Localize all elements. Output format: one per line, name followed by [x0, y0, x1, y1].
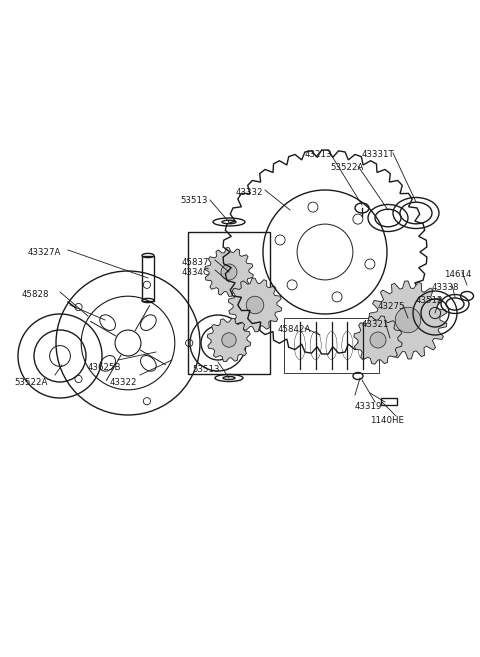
- Bar: [188, 232, 270, 374]
- Text: 43331T: 43331T: [362, 150, 395, 159]
- Text: 53513: 53513: [192, 365, 219, 374]
- Text: 43332: 43332: [236, 188, 264, 197]
- Text: 43275: 43275: [378, 302, 406, 311]
- Polygon shape: [205, 248, 253, 296]
- Circle shape: [221, 264, 237, 280]
- Text: 53513: 53513: [180, 196, 207, 205]
- Bar: [284, 318, 379, 373]
- Text: 43213: 43213: [305, 150, 333, 159]
- Text: 43338: 43338: [432, 283, 459, 292]
- Bar: [381, 398, 397, 405]
- Text: 45828: 45828: [22, 290, 49, 299]
- Circle shape: [370, 332, 386, 348]
- Text: 53522A: 53522A: [14, 378, 48, 387]
- Text: 43322: 43322: [110, 378, 137, 387]
- Text: 45837: 45837: [182, 258, 209, 267]
- Text: 43319: 43319: [355, 402, 383, 411]
- Circle shape: [222, 333, 236, 347]
- Text: 14614: 14614: [444, 270, 471, 279]
- Bar: [142, 256, 154, 300]
- Text: 43321: 43321: [362, 320, 389, 329]
- Text: 1140HE: 1140HE: [370, 416, 404, 425]
- Text: 45842A: 45842A: [278, 325, 312, 334]
- Text: 43327A: 43327A: [28, 248, 61, 257]
- Polygon shape: [369, 281, 447, 359]
- Circle shape: [246, 296, 264, 314]
- Circle shape: [395, 307, 421, 333]
- Text: 43512: 43512: [416, 296, 444, 305]
- Text: 43625B: 43625B: [88, 363, 121, 372]
- Polygon shape: [207, 318, 251, 362]
- Text: 4334C: 4334C: [182, 268, 210, 277]
- Polygon shape: [228, 278, 282, 332]
- Polygon shape: [354, 316, 402, 364]
- Text: 53522A: 53522A: [330, 163, 363, 172]
